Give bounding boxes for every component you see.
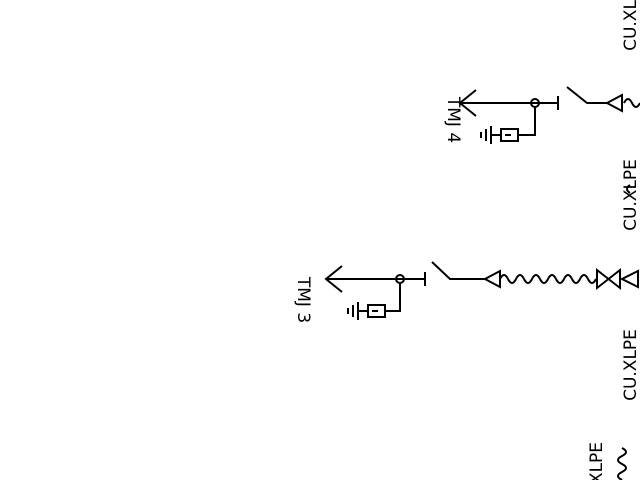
feeder-4 bbox=[458, 86, 640, 144]
cable-label: CU.XLPE bbox=[621, 159, 640, 231]
cable-label: CU.XLPE bbox=[621, 329, 640, 401]
cable-label: CU.XLPE bbox=[621, 0, 640, 51]
cable-label: XLPE bbox=[587, 442, 607, 480]
feeder-3 bbox=[324, 261, 639, 320]
cable-mid bbox=[626, 184, 631, 194]
feeder-label: TMJ 4 bbox=[443, 96, 463, 143]
cable-bottom bbox=[617, 447, 627, 480]
feeder-label: TMJ 3 bbox=[293, 276, 313, 323]
